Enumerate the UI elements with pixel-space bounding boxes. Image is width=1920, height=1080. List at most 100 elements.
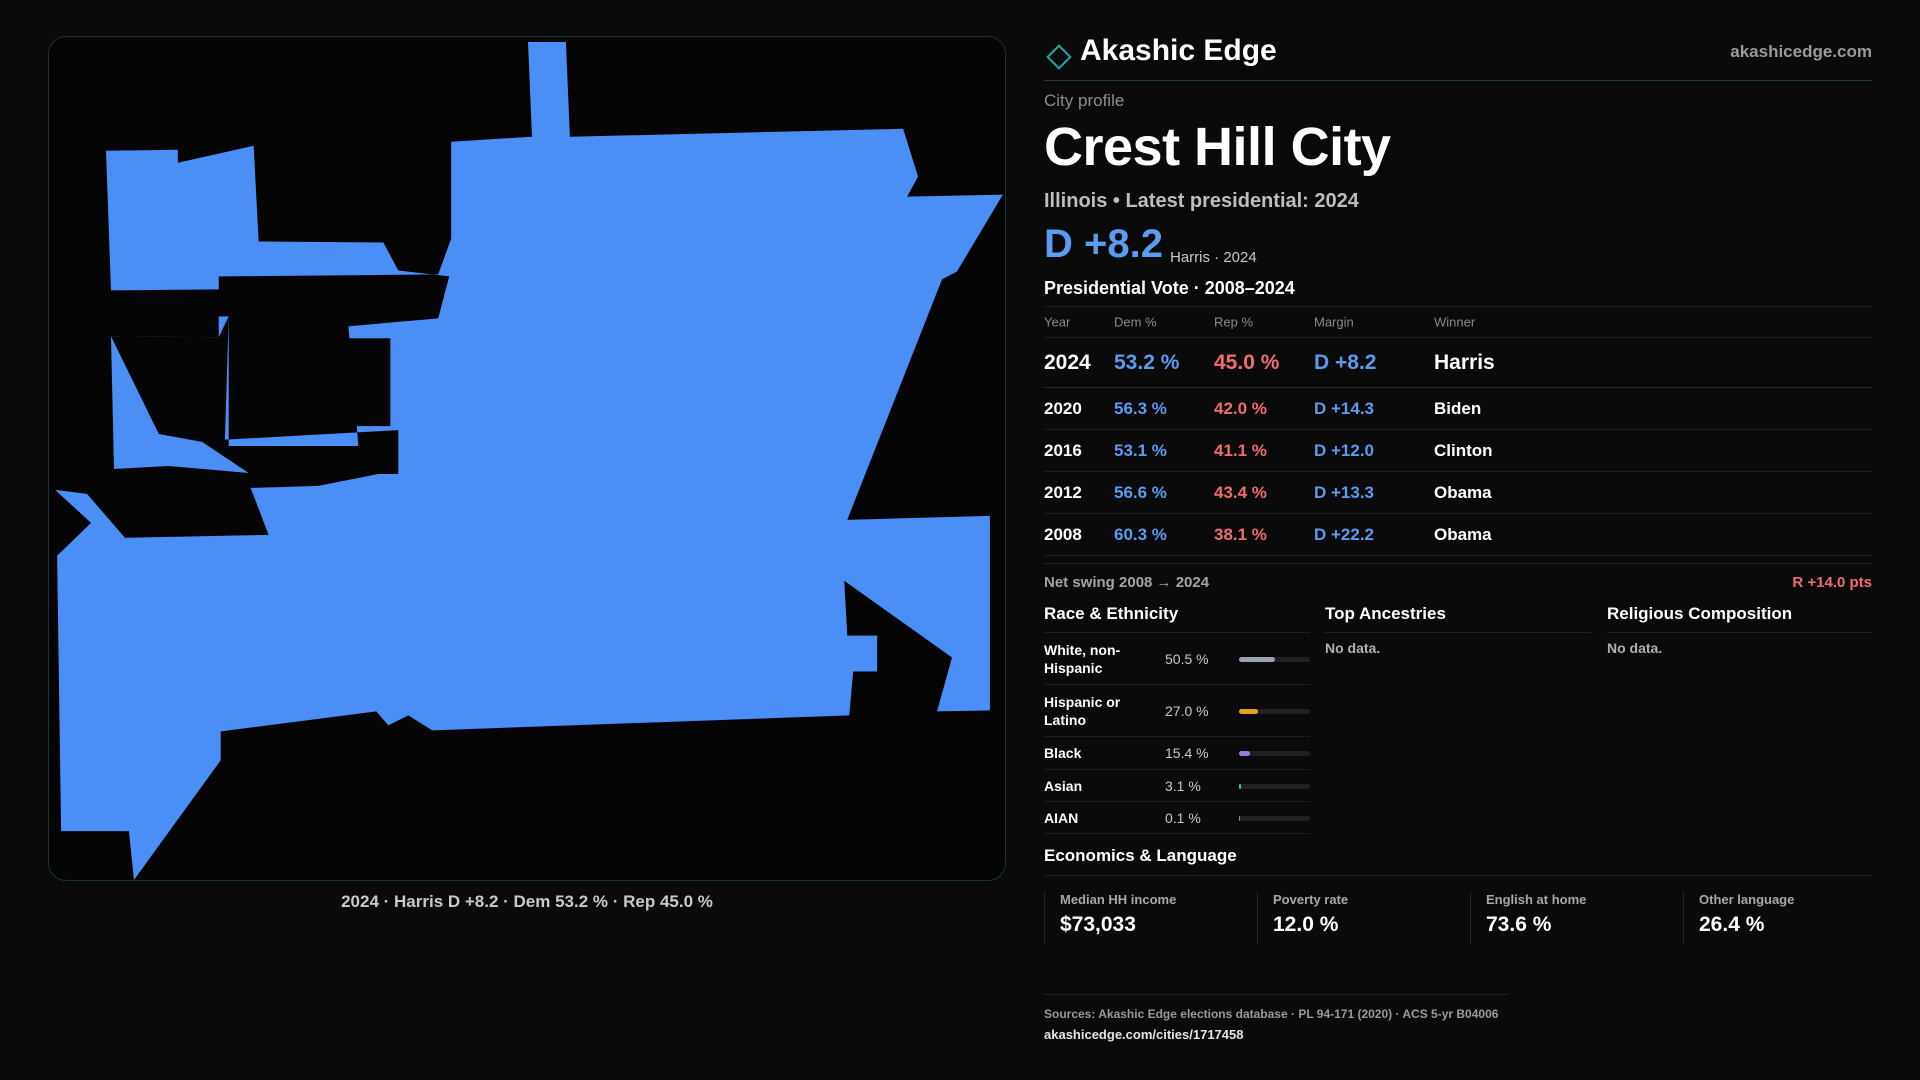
row-winner: Obama [1434, 524, 1492, 544]
race-value: 0.1 % [1165, 809, 1201, 826]
stat-poverty-rate: Poverty rate 12.0 % [1257, 892, 1348, 944]
race-bar-track [1239, 708, 1310, 714]
economics-section-rule [1044, 875, 1872, 876]
list-item: White, non-Hispanic 50.5 % [1044, 633, 1310, 685]
stat-english-at-home: English at home 73.6 % [1470, 892, 1586, 944]
row-margin: D +13.3 [1314, 482, 1375, 502]
profile-subtitle: Illinois • Latest presidential: 2024 [1044, 190, 1359, 212]
row-rep: 38.1 % [1214, 524, 1267, 544]
map-caption: 2024 · Harris D +8.2 · Dem 53.2 % · Rep … [341, 892, 713, 911]
race-bar-fill [1239, 751, 1250, 756]
row-winner: Biden [1434, 398, 1482, 418]
header-dem: Dem % [1114, 314, 1157, 330]
header: Akashic Edge akashicedge.com [1044, 30, 1872, 81]
race-label: Hispanic or Latino [1044, 693, 1121, 728]
row-dem: 60.3 % [1114, 524, 1167, 544]
economics-section-title: Economics & Language [1044, 846, 1237, 865]
race-label: Asian [1044, 777, 1083, 794]
race-value: 27.0 % [1165, 702, 1209, 719]
stat-value: 26.4 % [1699, 913, 1765, 936]
row-winner: Harris [1434, 350, 1495, 374]
race-bar-track [1239, 656, 1310, 662]
row-margin: D +14.3 [1314, 398, 1375, 418]
row-margin: D +22.2 [1314, 524, 1375, 544]
boundary-inner-hole-1 [385, 138, 449, 236]
row-margin: D +12.0 [1314, 440, 1375, 460]
row-year: 2016 [1044, 440, 1082, 460]
row-dem: 56.3 % [1114, 398, 1167, 418]
headline-margin: D +8.2 [1044, 222, 1163, 266]
table-row: 2020 56.3 % 42.0 % D +14.3 Biden [1044, 388, 1872, 430]
list-item: AIAN 0.1 % [1044, 802, 1310, 834]
row-rep: 42.0 % [1214, 398, 1267, 418]
list-item: Hispanic or Latino 27.0 % [1044, 685, 1310, 737]
stat-label: English at home [1486, 892, 1587, 907]
row-year: 2008 [1044, 524, 1082, 544]
boundary-inner-hole-2 [328, 338, 391, 427]
row-dem: 56.6 % [1114, 482, 1167, 502]
row-winner: Clinton [1434, 440, 1493, 460]
diamond-outline-icon [1046, 44, 1072, 70]
header-year: Year [1044, 314, 1071, 330]
stat-label: Median HH income [1060, 892, 1177, 907]
race-bar-track [1239, 751, 1310, 756]
city-boundary-shape [55, 41, 1003, 880]
religion-section-rule [1607, 632, 1872, 633]
header-margin: Margin [1314, 314, 1354, 330]
city-boundary-map [48, 36, 1006, 881]
race-section-title: Race & Ethnicity [1044, 604, 1179, 623]
vote-table-header: Year Dem % Rep % Margin Winner [1044, 307, 1872, 338]
source-url-link[interactable]: akashicedge.com/cities/1717458 [1044, 1027, 1244, 1042]
net-swing: Net swing 2008 → 2024 R +14.0 pts [1044, 563, 1872, 591]
ancestries-section-rule [1325, 632, 1591, 633]
race-value: 15.4 % [1165, 745, 1209, 761]
swing-value: R +14.0 pts [1792, 574, 1872, 591]
stat-median-income: Median HH income $73,033 [1044, 892, 1176, 944]
sources-footer: Sources: Akashic Edge elections database… [1044, 994, 1508, 1042]
row-rep: 41.1 % [1214, 440, 1267, 460]
race-bar-track [1239, 783, 1310, 789]
list-item: Asian 3.1 % [1044, 770, 1310, 802]
stat-other-language: Other language 26.4 % [1683, 892, 1794, 944]
city-profile-panel: Akashic Edge akashicedge.com City profil… [1044, 0, 1872, 1080]
boundary-inner-hole-3 [110, 316, 229, 447]
vote-table: Year Dem % Rep % Margin Winner 2024 53.2… [1044, 306, 1872, 556]
sources-text: Sources: Akashic Edge elections database… [1044, 1007, 1499, 1021]
stat-value: 12.0 % [1273, 913, 1339, 936]
race-value: 50.5 % [1165, 650, 1209, 667]
site-link[interactable]: akashicedge.com [1730, 42, 1872, 61]
race-label: Black [1044, 745, 1082, 761]
row-year: 2012 [1044, 482, 1082, 502]
race-label: White, non-Hispanic [1044, 641, 1121, 676]
row-winner: Obama [1434, 482, 1492, 502]
row-dem: 53.1 % [1114, 440, 1167, 460]
page-title: Crest Hill City [1044, 117, 1391, 177]
ancestries-empty: No data. [1325, 640, 1381, 656]
stat-value: $73,033 [1060, 913, 1136, 936]
row-dem: 53.2 % [1114, 350, 1180, 374]
race-bar-track [1239, 815, 1310, 821]
boundary-polygon [55, 41, 1003, 880]
religion-empty: No data. [1607, 640, 1663, 656]
swing-label: Net swing 2008 → 2024 [1044, 574, 1210, 591]
profile-eyebrow: City profile [1044, 91, 1125, 110]
headline-detail: Harris · 2024 [1170, 249, 1257, 266]
stat-value: 73.6 % [1486, 913, 1552, 936]
race-bar-fill [1239, 783, 1242, 789]
table-row: 2024 53.2 % 45.0 % D +8.2 Harris [1044, 338, 1872, 388]
race-section-rule [1044, 632, 1310, 633]
stat-label: Poverty rate [1273, 892, 1349, 907]
race-value: 3.1 % [1165, 777, 1201, 794]
row-year: 2024 [1044, 350, 1091, 374]
race-bar-fill [1239, 656, 1275, 662]
row-year: 2020 [1044, 398, 1082, 418]
header-winner: Winner [1434, 314, 1476, 330]
table-row: 2016 53.1 % 41.1 % D +12.0 Clinton [1044, 430, 1872, 472]
brand-name: Akashic Edge [1080, 34, 1277, 67]
row-rep: 43.4 % [1214, 482, 1267, 502]
race-bar-fill [1239, 708, 1259, 714]
row-rep: 45.0 % [1214, 350, 1280, 374]
race-label: AIAN [1044, 809, 1079, 826]
list-item: Black 15.4 % [1044, 737, 1310, 770]
header-rep: Rep % [1214, 314, 1254, 330]
